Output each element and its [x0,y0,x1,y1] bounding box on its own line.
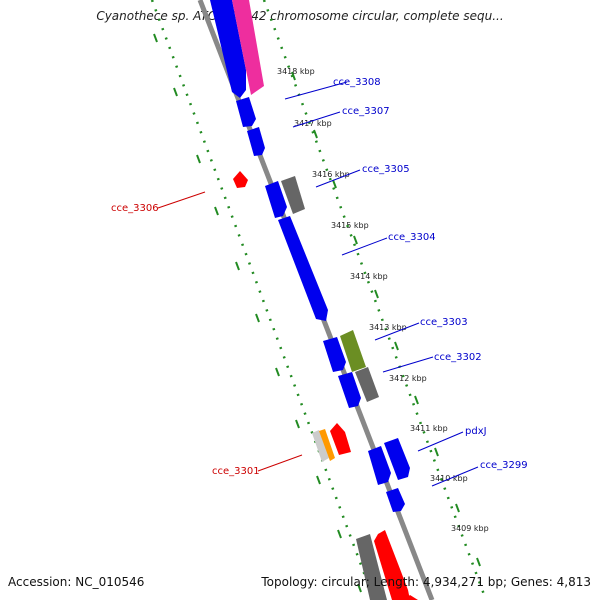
major-tick [374,289,379,299]
leader-line [284,81,348,100]
leader-line [341,237,388,256]
major-tick [295,419,300,429]
major-tick [357,583,362,593]
major-tick [414,395,419,405]
gene-cce-3303-arrow[interactable] [323,337,346,372]
gene-label-cce-3308[interactable]: cce_3308 [333,77,381,88]
major-tick [476,557,481,567]
outer-tick-track [262,0,488,600]
kbp-label: 3415 kbp [331,221,369,230]
gene-label-cce-3304[interactable]: cce_3304 [388,232,436,243]
kbp-label: 3413 kbp [369,323,407,332]
major-tick [332,179,337,189]
gene-cce-3306-arrow[interactable] [233,171,248,188]
major-tick [153,33,158,43]
major-tick [275,367,280,377]
major-tick [316,475,321,485]
pink-feature[interactable] [232,0,264,95]
map-title: Cyanothece sp. ATCC 51142 chromosome cir… [96,9,504,23]
kbp-label: 3416 kbp [312,170,350,179]
inner-tick-track [150,0,376,600]
gene-cce-3299-arrow[interactable] [384,438,410,480]
leader-line [382,356,434,373]
gene-label-cce-3306[interactable]: cce_3306 [111,203,159,214]
kbp-label: 3414 kbp [350,272,388,281]
gene-label-pdxJ[interactable]: pdxJ [465,426,487,437]
grey-feature[interactable] [281,176,305,214]
gene-cce-3302-arrow[interactable] [338,372,361,408]
major-tick [173,87,178,97]
accession-label: Accession: NC_010546 [8,575,145,589]
major-tick [291,71,296,81]
major-tick [196,154,201,164]
leader-line [157,191,206,209]
kbp-label: 3417 kbp [294,119,332,128]
leader-line [431,466,479,487]
major-tick [353,235,358,245]
leader-line [257,454,303,472]
gene-label-cce-3303[interactable]: cce_3303 [420,317,468,328]
gene-label-cce-3301[interactable]: cce_3301 [212,466,260,477]
grey-feature[interactable] [356,534,387,600]
gene-cce-3307-arrow[interactable] [247,127,265,156]
gene-cce-3308-arrow[interactable] [236,97,256,127]
gene-cce-3301-arrow[interactable] [330,423,351,455]
major-tick [455,503,460,513]
gene-cce-3309-arrow[interactable] [210,0,246,98]
leader-line [315,169,361,188]
gene-pdxJ-arrow[interactable] [368,446,391,485]
leader-line [417,431,464,452]
kbp-label: 3418 kbp [277,67,315,76]
gene-label-cce-3299[interactable]: cce_3299 [480,460,528,471]
gene-label-cce-3302[interactable]: cce_3302 [434,352,482,363]
gene-cce-3304-arrow[interactable] [278,216,328,321]
orange-feature[interactable] [319,429,335,461]
major-tick [235,261,240,271]
leader-line [374,322,420,341]
leader-line [292,111,341,128]
olive-feature[interactable] [340,330,366,372]
genome-summary: Topology: circular; Length: 4,934,271 bp… [261,575,591,589]
light-grey-feature[interactable] [312,430,329,462]
gene-reverse-arrow[interactable] [374,530,410,600]
gene-label-cce-3307[interactable]: cce_3307 [342,106,390,117]
major-tick [394,341,399,351]
gene-arrow[interactable] [386,488,405,512]
kbp-label: 3412 kbp [389,374,427,383]
major-tick [313,129,318,139]
gene-reverse-arrow[interactable] [404,595,418,600]
major-tick [337,529,342,539]
gene-label-cce-3305[interactable]: cce_3305 [362,164,410,175]
gene-cce-3305-arrow[interactable] [265,181,287,218]
kbp-label: 3409 kbp [451,524,489,533]
kbp-label: 3411 kbp [410,424,448,433]
grey-feature[interactable] [355,367,379,402]
major-tick [214,206,219,216]
major-tick [255,313,260,323]
major-tick [434,447,439,457]
